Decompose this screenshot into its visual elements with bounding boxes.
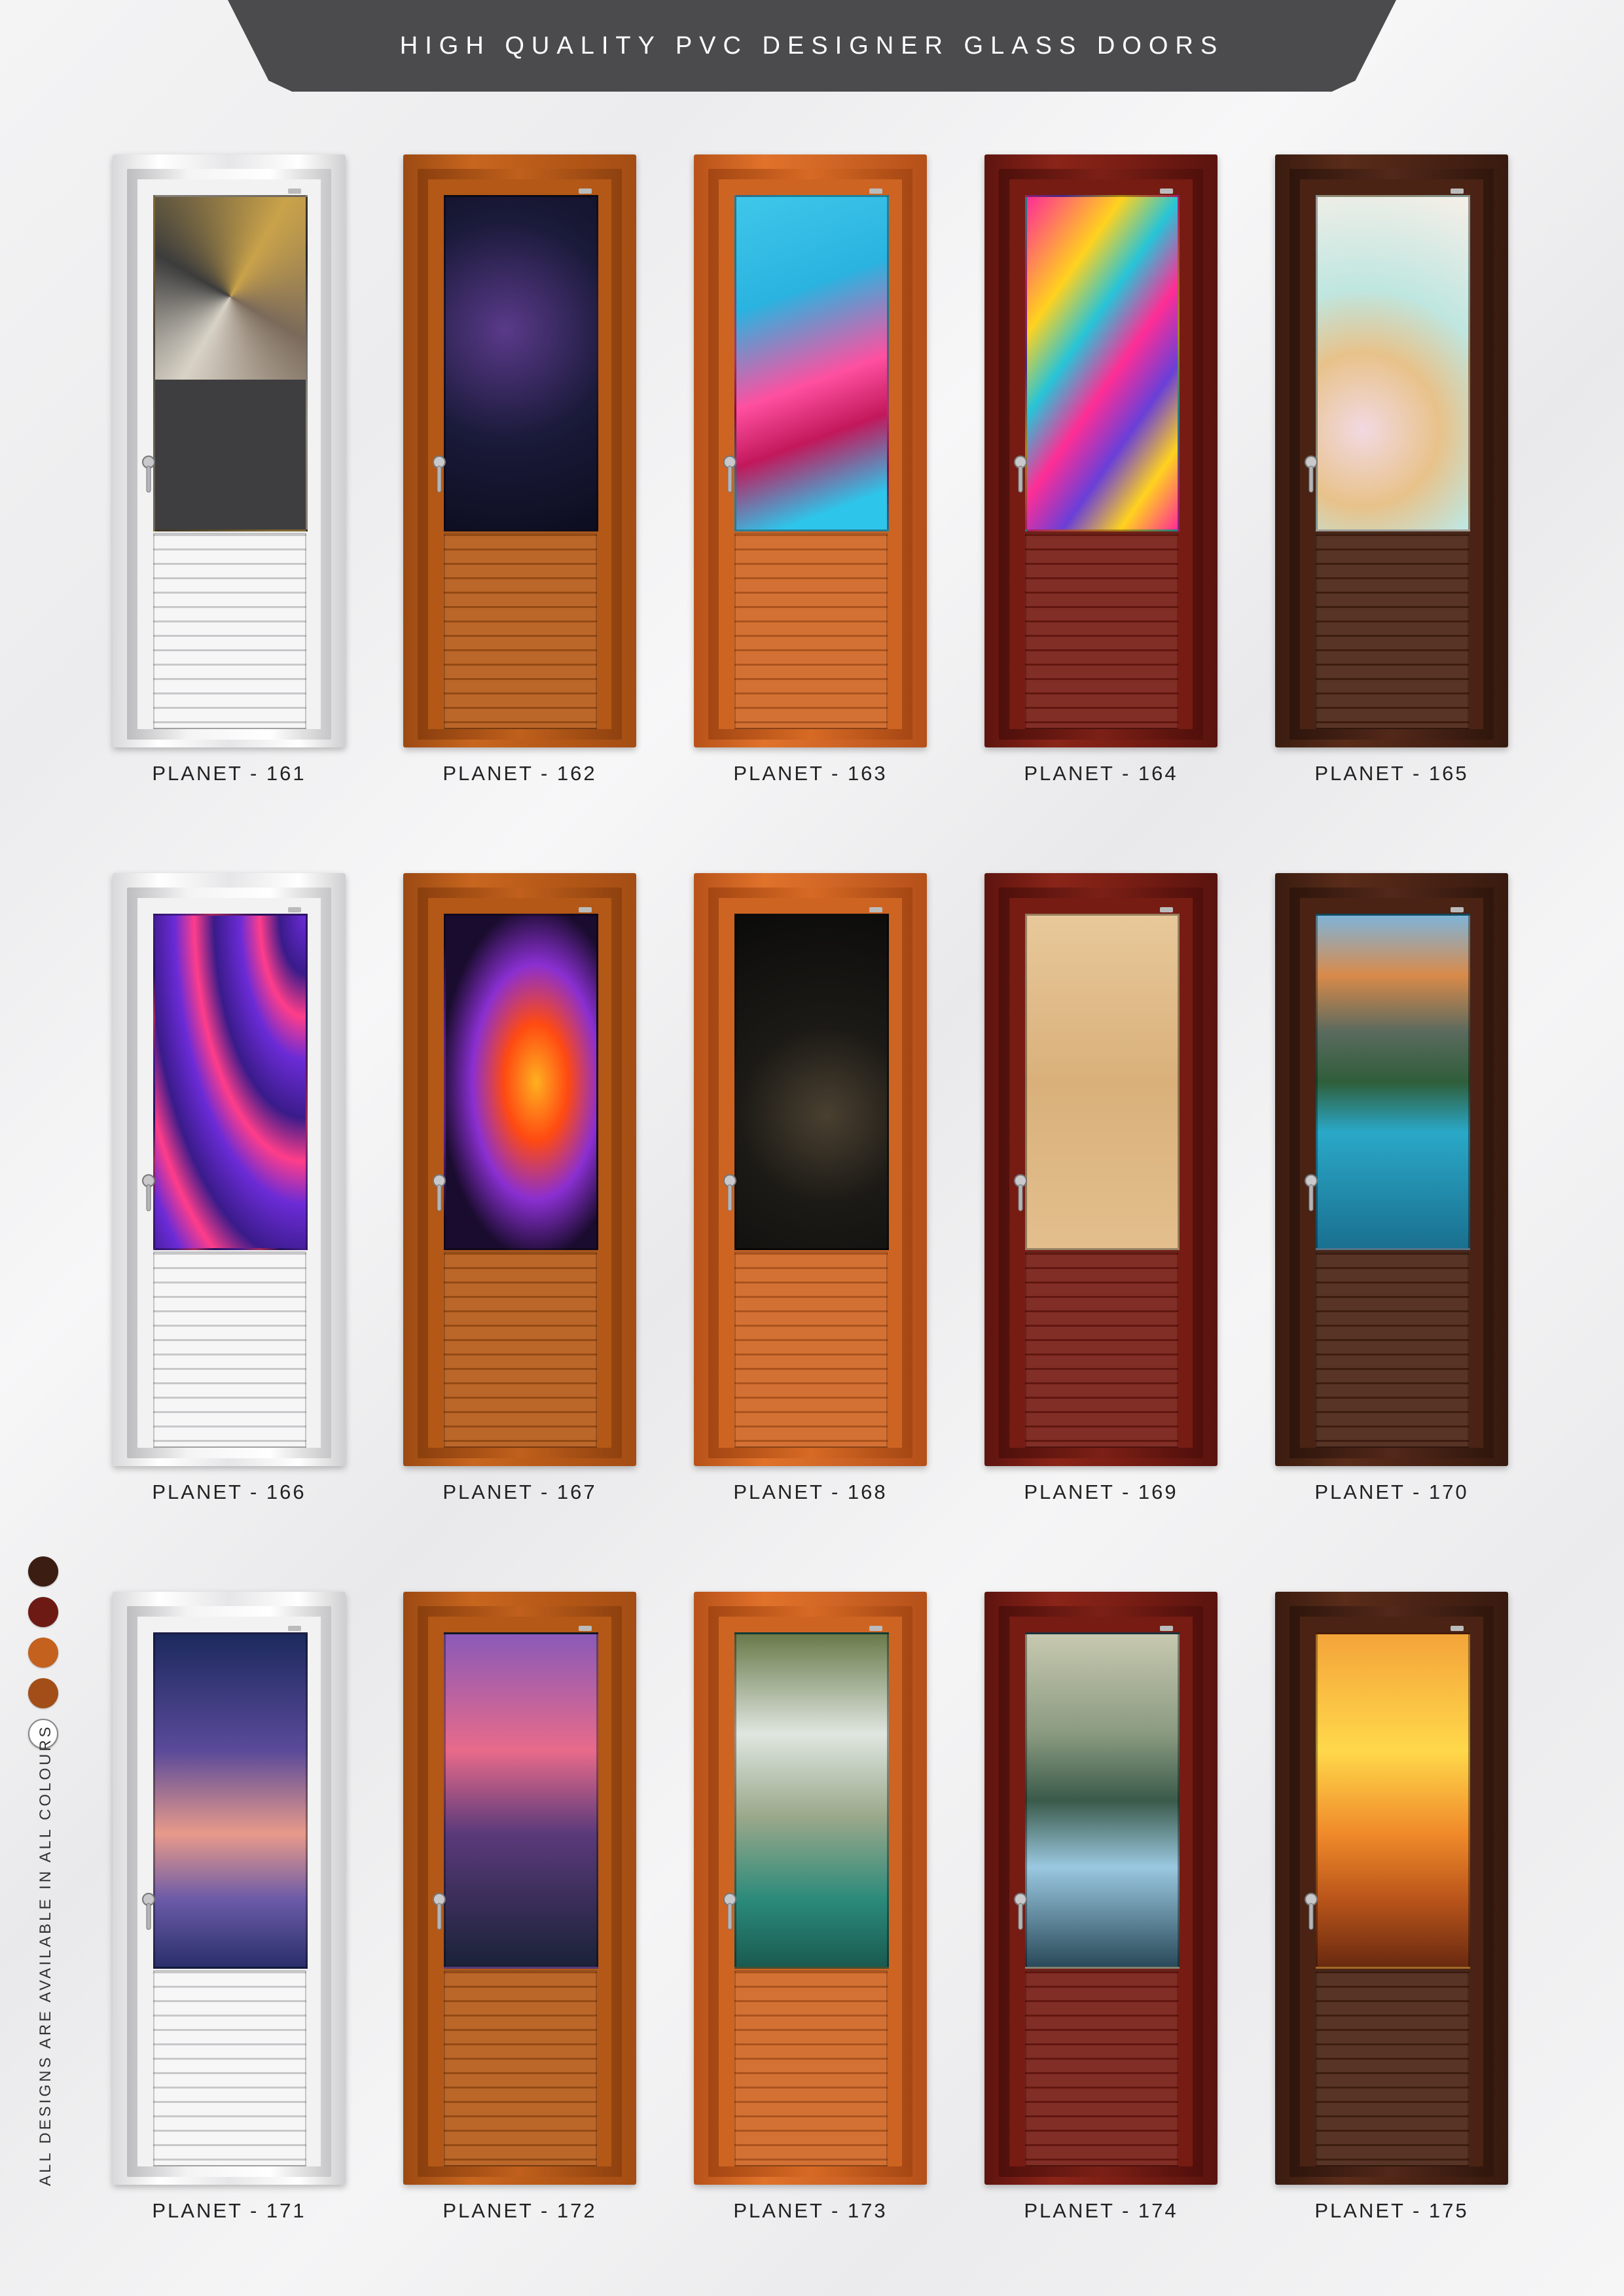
door-frame <box>1275 1592 1508 2185</box>
glass-panel <box>444 1632 598 1969</box>
door-handle-icon <box>142 1893 155 1930</box>
page-title: HIGH QUALITY PVC DESIGNER GLASS DOORS <box>399 31 1225 60</box>
door-frame <box>403 1592 636 2185</box>
louver-panel <box>444 1251 597 1448</box>
louver-panel <box>1316 533 1469 729</box>
door-frame <box>694 873 927 1466</box>
door-frame <box>1275 873 1508 1466</box>
glass-panel <box>1316 914 1470 1250</box>
availability-note: ALL DESIGNS ARE AVAILABLE IN ALL COLOURS <box>37 1724 54 2186</box>
door-label: PLANET - 166 <box>152 1480 306 1503</box>
door-frame <box>984 873 1218 1466</box>
glass-panel <box>734 1632 889 1969</box>
colour-swatch-walnut[interactable] <box>28 1556 58 1587</box>
door-frame <box>694 154 927 747</box>
door-handle-icon <box>433 1174 446 1211</box>
door-label: PLANET - 169 <box>1024 1480 1178 1503</box>
door-frame <box>403 154 636 747</box>
header-banner <box>228 0 1396 92</box>
glass-panel <box>153 914 308 1250</box>
louver-panel <box>444 533 597 729</box>
door-handle-icon <box>1305 456 1318 493</box>
louver-panel <box>1316 1970 1469 2166</box>
louver-panel <box>153 1251 306 1448</box>
door-label: PLANET - 167 <box>442 1480 597 1503</box>
glass-panel <box>1025 914 1180 1250</box>
louver-panel <box>734 533 888 729</box>
colour-swatch-mahogany[interactable] <box>28 1597 58 1627</box>
door-handle-icon <box>723 1174 736 1211</box>
door-frame <box>113 154 346 747</box>
glass-panel <box>153 1632 308 1969</box>
door-frame <box>694 1592 927 2185</box>
door-handle-icon <box>723 1893 736 1930</box>
louver-panel <box>1025 533 1178 729</box>
door-label: PLANET - 161 <box>152 762 306 785</box>
glass-panel <box>734 195 889 531</box>
glass-panel <box>1025 1632 1180 1969</box>
louver-panel <box>444 1970 597 2166</box>
door-handle-icon <box>1014 1893 1027 1930</box>
door-handle-icon <box>433 1893 446 1930</box>
glass-panel <box>1025 195 1180 531</box>
door-label: PLANET - 168 <box>733 1480 888 1503</box>
louver-panel <box>1316 1251 1469 1448</box>
door-handle-icon <box>1014 1174 1027 1211</box>
door-handle-icon <box>1014 456 1027 493</box>
colour-swatch-teak[interactable] <box>28 1678 58 1708</box>
louver-panel <box>153 1970 306 2166</box>
door-frame <box>984 1592 1218 2185</box>
door-label: PLANET - 164 <box>1024 762 1178 785</box>
door-label: PLANET - 171 <box>152 2199 306 2222</box>
door-frame <box>113 873 346 1466</box>
glass-panel <box>1316 1632 1470 1969</box>
door-label: PLANET - 172 <box>442 2199 597 2222</box>
door-label: PLANET - 170 <box>1314 1480 1469 1503</box>
glass-panel <box>734 914 889 1250</box>
glass-panel <box>444 195 598 531</box>
door-label: PLANET - 162 <box>442 762 597 785</box>
louver-panel <box>153 533 306 729</box>
glass-panel <box>153 195 308 531</box>
door-handle-icon <box>1305 1174 1318 1211</box>
door-label: PLANET - 174 <box>1024 2199 1178 2222</box>
colour-swatch-orange[interactable] <box>28 1638 58 1668</box>
door-handle-icon <box>1305 1893 1318 1930</box>
door-frame <box>113 1592 346 2185</box>
glass-panel <box>444 914 598 1250</box>
door-frame <box>403 873 636 1466</box>
glass-panel <box>1316 195 1470 531</box>
door-handle-icon <box>723 456 736 493</box>
door-label: PLANET - 175 <box>1314 2199 1469 2222</box>
door-handle-icon <box>142 1174 155 1211</box>
door-label: PLANET - 163 <box>733 762 888 785</box>
door-label: PLANET - 173 <box>733 2199 888 2222</box>
door-frame <box>984 154 1218 747</box>
door-handle-icon <box>142 456 155 493</box>
louver-panel <box>1025 1970 1178 2166</box>
door-frame <box>1275 154 1508 747</box>
louver-panel <box>1025 1251 1178 1448</box>
louver-panel <box>734 1251 888 1448</box>
louver-panel <box>734 1970 888 2166</box>
door-handle-icon <box>433 456 446 493</box>
door-label: PLANET - 165 <box>1314 762 1469 785</box>
colour-swatch-white[interactable] <box>28 1719 58 1749</box>
